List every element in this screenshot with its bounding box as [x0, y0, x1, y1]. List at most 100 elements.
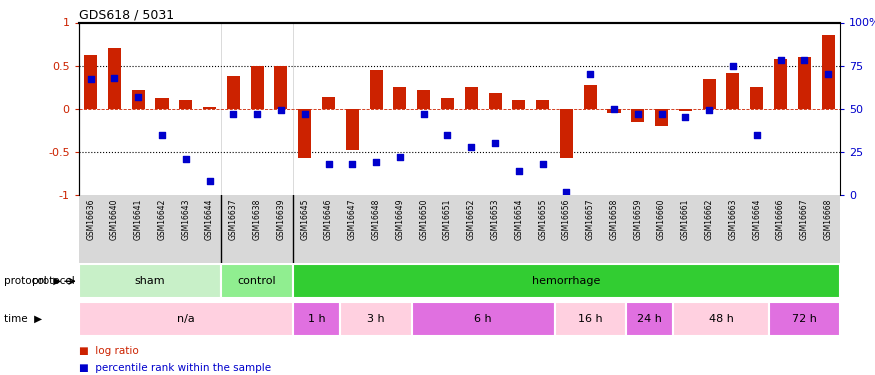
Text: GSM16643: GSM16643	[181, 198, 190, 240]
Text: 6 h: 6 h	[474, 314, 492, 324]
Text: 3 h: 3 h	[368, 314, 385, 324]
Bar	[774, 59, 788, 109]
Point	[607, 106, 621, 112]
Bar	[626, 302, 674, 336]
Point	[346, 161, 360, 167]
Point	[178, 156, 192, 162]
Point	[726, 63, 740, 69]
Bar	[293, 264, 840, 298]
Point	[227, 111, 241, 117]
Text: protocol  ▶: protocol ▶	[4, 276, 61, 286]
Bar	[822, 36, 835, 109]
Text: GSM16661: GSM16661	[681, 198, 690, 240]
Text: GSM16650: GSM16650	[419, 198, 428, 240]
Point	[750, 132, 764, 138]
Bar	[221, 264, 293, 298]
Text: GSM16667: GSM16667	[800, 198, 808, 240]
Point	[393, 154, 407, 160]
Bar	[84, 55, 97, 109]
Text: ■  log ratio: ■ log ratio	[79, 346, 138, 356]
Point	[678, 114, 692, 120]
Text: GSM16655: GSM16655	[538, 198, 547, 240]
Point	[274, 108, 288, 114]
Text: GSM16662: GSM16662	[704, 198, 714, 240]
Bar	[768, 302, 840, 336]
Text: GSM16659: GSM16659	[634, 198, 642, 240]
Bar	[584, 85, 597, 109]
Point	[774, 57, 788, 63]
Text: GSM16657: GSM16657	[585, 198, 595, 240]
Text: GSM16641: GSM16641	[134, 198, 143, 240]
Bar	[512, 100, 525, 109]
Point	[440, 132, 454, 138]
Bar	[131, 90, 144, 109]
Bar	[555, 302, 626, 336]
Text: 72 h: 72 h	[792, 314, 816, 324]
Bar	[322, 97, 335, 109]
Bar	[465, 87, 478, 109]
Text: GSM16654: GSM16654	[514, 198, 523, 240]
Text: GSM16644: GSM16644	[205, 198, 214, 240]
Point	[298, 111, 311, 117]
Bar	[488, 93, 501, 109]
Text: n/a: n/a	[177, 314, 194, 324]
Text: GSM16642: GSM16642	[158, 198, 166, 240]
Bar	[227, 76, 240, 109]
Text: GSM16637: GSM16637	[229, 198, 238, 240]
Text: GSM16640: GSM16640	[110, 198, 119, 240]
Bar	[726, 72, 739, 109]
Point	[155, 132, 169, 138]
Point	[559, 189, 573, 195]
Bar	[750, 87, 763, 109]
Text: GSM16660: GSM16660	[657, 198, 666, 240]
Bar	[79, 302, 293, 336]
Point	[250, 111, 264, 117]
Point	[702, 108, 716, 114]
Point	[821, 71, 835, 77]
Bar	[275, 66, 288, 109]
Bar	[631, 109, 644, 122]
Bar	[293, 302, 340, 336]
Text: GSM16639: GSM16639	[276, 198, 285, 240]
Point	[84, 76, 98, 82]
Text: GSM16647: GSM16647	[348, 198, 357, 240]
Point	[203, 178, 217, 184]
Bar	[441, 98, 454, 109]
Point	[797, 57, 811, 63]
Text: GSM16646: GSM16646	[324, 198, 333, 240]
Point	[321, 161, 335, 167]
Point	[488, 140, 502, 146]
Bar	[679, 109, 692, 111]
Bar	[417, 90, 430, 109]
Text: 1 h: 1 h	[308, 314, 326, 324]
Text: GSM16664: GSM16664	[752, 198, 761, 240]
Point	[465, 144, 479, 150]
Text: control: control	[238, 276, 276, 286]
Point	[512, 168, 526, 174]
Text: time  ▶: time ▶	[4, 314, 43, 324]
Point	[131, 94, 145, 100]
Bar	[412, 302, 555, 336]
Text: ■  percentile rank within the sample: ■ percentile rank within the sample	[79, 363, 271, 373]
Point	[631, 111, 645, 117]
Text: 48 h: 48 h	[709, 314, 733, 324]
Bar	[156, 98, 169, 109]
Text: GSM16645: GSM16645	[300, 198, 309, 240]
Bar	[346, 109, 359, 150]
Bar	[560, 109, 573, 158]
Bar	[179, 100, 192, 109]
Text: GSM16649: GSM16649	[396, 198, 404, 240]
Text: GSM16656: GSM16656	[562, 198, 570, 240]
Bar	[394, 87, 407, 109]
Point	[654, 111, 668, 117]
Bar	[655, 109, 668, 126]
Text: GSM16666: GSM16666	[776, 198, 785, 240]
Text: GSM16652: GSM16652	[466, 198, 476, 240]
Bar	[298, 109, 311, 158]
Text: GSM16638: GSM16638	[253, 198, 262, 240]
Point	[536, 161, 550, 167]
Bar	[798, 57, 811, 109]
Bar	[250, 66, 263, 109]
Bar	[203, 107, 216, 109]
Text: GSM16668: GSM16668	[823, 198, 833, 240]
